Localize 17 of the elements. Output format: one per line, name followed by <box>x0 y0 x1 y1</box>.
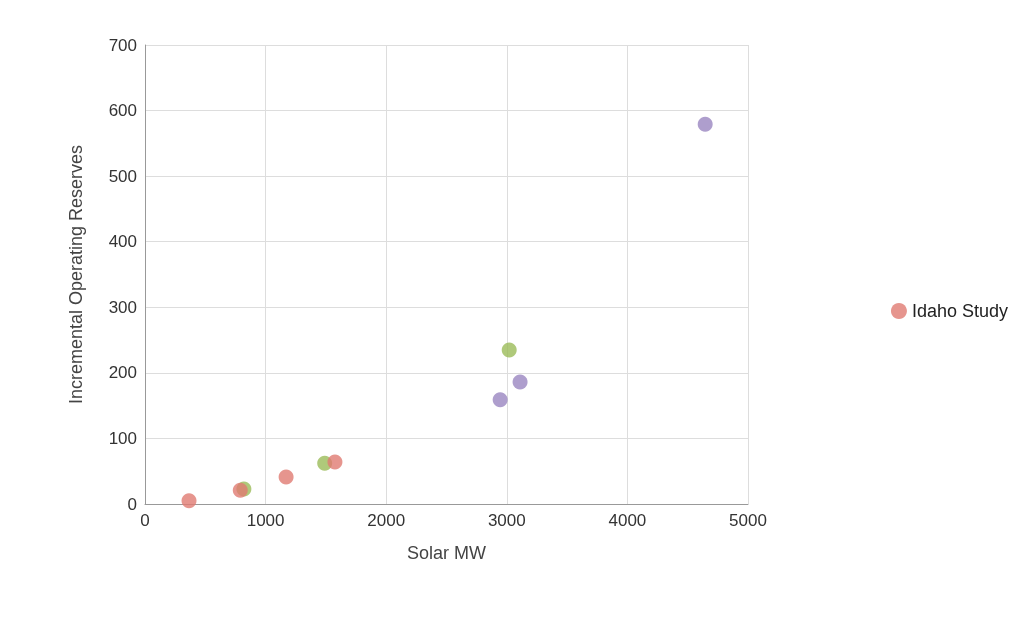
x-tick-label: 0 <box>140 511 150 530</box>
y-tick-label: 0 <box>127 494 137 514</box>
x-axis-title: Solar MW <box>406 543 487 563</box>
x-tick-label: 1000 <box>246 511 285 530</box>
y-tick-label: 700 <box>108 35 137 55</box>
x-tick-label: 5000 <box>729 511 767 530</box>
x-tick-label: 2000 <box>367 511 406 530</box>
y-tick-label: 500 <box>108 166 137 186</box>
y-tick-label: 300 <box>108 297 137 317</box>
y-tick-label: 400 <box>108 232 137 252</box>
x-tick-label: 3000 <box>487 511 526 530</box>
y-axis-title: Incremental Operating Reserves <box>66 144 86 405</box>
y-tick-label: 100 <box>108 428 137 448</box>
legend-label: Idaho Study <box>911 301 1008 321</box>
x-tick-label: 4000 <box>608 511 647 530</box>
y-tick-label: 600 <box>108 101 137 121</box>
y-tick-label: 200 <box>108 363 137 383</box>
